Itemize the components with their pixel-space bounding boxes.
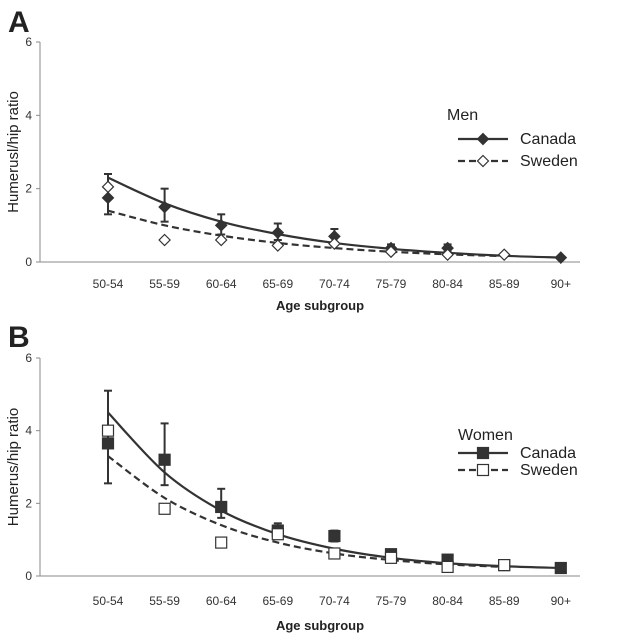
x-tick-label: 55-59 bbox=[149, 277, 180, 291]
x-tick-label: 70-74 bbox=[319, 277, 350, 291]
y-axis-label: Humerus/hip ratio bbox=[5, 408, 22, 526]
marker-point-legend bbox=[476, 463, 490, 477]
marker-point-8 bbox=[554, 251, 568, 264]
marker-point-1 bbox=[158, 200, 171, 214]
x-tick-label: 50-54 bbox=[93, 594, 124, 608]
marker-point-6 bbox=[441, 560, 454, 574]
marker-point-legend bbox=[476, 446, 490, 460]
x-tick-label: 75-79 bbox=[376, 277, 407, 291]
series-canada bbox=[101, 389, 567, 575]
marker-point-0 bbox=[101, 424, 115, 437]
marker-point-3 bbox=[271, 528, 284, 541]
panel-label: B bbox=[8, 321, 30, 354]
marker-point-0 bbox=[101, 191, 115, 205]
y-tick-label: 0 bbox=[25, 569, 32, 583]
marker-point-5 bbox=[384, 551, 398, 564]
x-tick-label: 80-84 bbox=[432, 594, 463, 608]
legend-title: Women bbox=[458, 427, 513, 444]
x-axis-label: Age subgroup bbox=[276, 298, 364, 313]
x-tick-label: 50-54 bbox=[93, 277, 124, 291]
y-tick-label: 4 bbox=[25, 108, 32, 122]
x-tick-label: 65-69 bbox=[262, 594, 293, 608]
x-tick-label: 85-89 bbox=[489, 277, 520, 291]
marker-point-0 bbox=[101, 437, 115, 450]
y-tick-label: 6 bbox=[25, 351, 32, 365]
marker-point-0 bbox=[101, 180, 115, 194]
x-tick-label: 75-79 bbox=[376, 594, 407, 608]
y-tick-label: 2 bbox=[25, 496, 32, 510]
marker-point-2 bbox=[215, 536, 228, 549]
marker-point-6 bbox=[441, 248, 454, 262]
x-tick-label: 90+ bbox=[551, 277, 571, 291]
marker-point-3 bbox=[271, 239, 285, 252]
marker-point-1 bbox=[158, 453, 171, 466]
legend: Men Canada Sweden bbox=[447, 107, 578, 170]
marker-point-1 bbox=[158, 233, 171, 247]
x-tick-label: 60-64 bbox=[206, 594, 237, 608]
marker-point-2 bbox=[214, 218, 228, 232]
marker-point-2 bbox=[214, 233, 228, 247]
y-tick-label: 0 bbox=[25, 255, 32, 269]
marker-point-3 bbox=[271, 226, 285, 240]
x-tick-label: 55-59 bbox=[149, 594, 180, 608]
legend-label-sweden: Sweden bbox=[520, 462, 578, 479]
legend-title: Men bbox=[447, 107, 478, 124]
x-tick-label: 90+ bbox=[551, 594, 571, 608]
y-tick-label: 2 bbox=[25, 182, 32, 196]
panel-label: A bbox=[8, 6, 30, 39]
y-tick-label: 6 bbox=[25, 35, 32, 49]
y-tick-label: 4 bbox=[25, 424, 32, 438]
legend-label-sweden: Sweden bbox=[520, 153, 578, 170]
marker-point-4 bbox=[328, 547, 341, 560]
marker-point-4 bbox=[328, 237, 341, 251]
marker-point-5 bbox=[384, 245, 398, 259]
legend-label-canada: Canada bbox=[520, 445, 576, 462]
y-axis-label: Humerusl/hip ratio bbox=[5, 91, 22, 213]
x-tick-label: 60-64 bbox=[206, 277, 237, 291]
marker-point-legend bbox=[476, 154, 490, 168]
x-tick-label: 85-89 bbox=[489, 594, 520, 608]
fit-line-sweden bbox=[107, 209, 505, 258]
series-sweden bbox=[101, 180, 511, 262]
marker-point-legend bbox=[476, 132, 490, 146]
x-tick-label: 70-74 bbox=[319, 594, 350, 608]
marker-point-1 bbox=[158, 502, 171, 515]
chart-panel-B: B 0 2 4 6 50-54 55-59 60-64 65-69 70-74 75-79 80-84… bbox=[5, 321, 580, 633]
marker-point-7 bbox=[498, 558, 511, 572]
marker-point-4 bbox=[328, 529, 341, 543]
x-tick-label: 65-69 bbox=[262, 277, 293, 291]
marker-point-2 bbox=[215, 500, 228, 514]
x-axis-label: Age subgroup bbox=[276, 618, 364, 633]
legend-label-canada: Canada bbox=[520, 131, 576, 148]
chart-panel-A: A 0 2 4 6 50-54 55-59 60-64 65-69 70-74 75-79 80-84… bbox=[5, 6, 580, 313]
x-tick-label: 80-84 bbox=[432, 277, 463, 291]
series-sweden bbox=[101, 424, 511, 574]
marker-point-7 bbox=[497, 248, 511, 262]
marker-point-8 bbox=[554, 561, 567, 575]
